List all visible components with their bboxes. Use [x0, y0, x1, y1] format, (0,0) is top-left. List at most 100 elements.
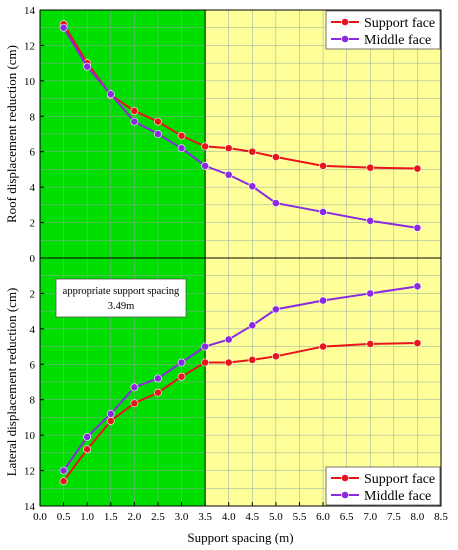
top-ytick-label: 14 — [24, 5, 36, 17]
x-tick-label: 5.5 — [293, 511, 307, 523]
x-tick-label: 7.5 — [387, 511, 401, 523]
x-axis-label: Support spacing (m) — [187, 530, 293, 545]
top-point-s1-6 — [201, 161, 210, 170]
top-point-s1-0 — [59, 23, 68, 32]
top-legend: Support face Middle face — [325, 10, 441, 50]
bottom-ytick-label: 8 — [30, 395, 36, 407]
annotation-line-1: appropriate support spacing — [63, 286, 180, 297]
bottom-point-s1-10 — [319, 296, 327, 305]
top-point-s1-1 — [83, 62, 92, 71]
x-tick-label: 7.0 — [363, 511, 377, 523]
bottom-point-s0-3 — [130, 399, 139, 408]
top-point-s1-3 — [130, 117, 139, 126]
x-tick-label: 2.5 — [151, 511, 165, 523]
top-point-s1-2 — [106, 90, 115, 99]
bottom-legend-label: Middle face — [364, 489, 431, 504]
bottom-point-s1-5 — [177, 358, 186, 367]
top-point-s0-4 — [154, 117, 162, 126]
bottom-point-s0-0 — [59, 477, 68, 486]
top-point-s1-8 — [248, 182, 257, 191]
top-point-s0-7 — [224, 144, 233, 153]
bottom-ytick-label: 14 — [24, 501, 36, 513]
bottom-point-s0-2 — [106, 417, 115, 425]
x-tick-label: 6.5 — [340, 511, 354, 523]
bottom-point-s1-4 — [154, 374, 162, 383]
bottom-point-s0-1 — [83, 445, 92, 454]
bottom-legend: Support face Middle face — [325, 466, 441, 506]
bottom-ytick-label: 2 — [30, 288, 36, 300]
bottom-point-s0-12 — [413, 339, 422, 347]
bottom-ytick-label: 4 — [30, 324, 36, 336]
bottom-point-s0-5 — [177, 372, 186, 381]
bottom-point-s1-12 — [413, 282, 422, 291]
x-tick-label: 3.0 — [175, 511, 189, 523]
top-point-s1-10 — [319, 208, 327, 216]
bottom-point-s0-6 — [201, 358, 210, 367]
annotation-line-2: 3.49m — [108, 301, 135, 312]
top-ytick-label: 4 — [30, 182, 36, 194]
top-point-s1-9 — [271, 199, 280, 207]
top-legend-swatch-marker — [341, 35, 349, 43]
bottom-ytick-label: 12 — [24, 466, 35, 478]
bottom-point-s1-2 — [106, 409, 115, 418]
x-tick-label: 5.0 — [269, 511, 283, 523]
x-tick-label: 4.5 — [245, 511, 259, 523]
top-ytick-label: 0 — [30, 253, 36, 265]
x-tick-label: 1.5 — [104, 511, 118, 523]
bottom-legend-swatch-marker — [341, 474, 349, 482]
x-tick-label: 0.0 — [33, 511, 47, 523]
bottom-y-axis-label: Lateral displacement reduction (cm) — [4, 288, 19, 477]
top-ytick-label: 12 — [24, 40, 35, 52]
x-tick-label: 2.0 — [127, 511, 141, 523]
top-ytick-label: 6 — [30, 147, 36, 159]
top-point-s1-11 — [366, 216, 375, 225]
bottom-point-s0-9 — [271, 352, 280, 361]
top-y-axis-label: Roof displacement reduction (cm) — [4, 45, 19, 223]
bottom-point-s1-9 — [271, 305, 280, 314]
top-legend-swatch-marker — [341, 18, 349, 26]
x-tick-label: 6.0 — [316, 511, 330, 523]
annotation: appropriate support spacing 3.49m — [55, 278, 187, 318]
bottom-point-s0-4 — [154, 388, 162, 397]
bottom-point-s1-8 — [248, 321, 257, 330]
bottom-frame — [39, 257, 442, 507]
bottom-point-s0-11 — [366, 340, 375, 348]
bottom-point-s1-1 — [83, 433, 92, 441]
bottom-point-s1-11 — [366, 289, 375, 298]
top-point-s0-5 — [177, 131, 186, 140]
x-tick-label: 8.0 — [411, 511, 425, 523]
top-point-s1-12 — [413, 223, 422, 232]
top-point-s0-10 — [319, 161, 327, 170]
top-ytick-label: 8 — [30, 111, 36, 123]
bottom-point-s0-10 — [319, 342, 327, 351]
bottom-point-s1-7 — [224, 335, 233, 344]
top-legend-label: Middle face — [364, 33, 431, 48]
annotation-box — [55, 278, 187, 318]
bottom-point-s1-6 — [201, 342, 210, 351]
top-point-s0-6 — [201, 142, 210, 151]
top-point-s0-12 — [413, 164, 422, 173]
top-point-s1-7 — [224, 170, 233, 179]
bottom-point-s1-0 — [59, 466, 68, 475]
x-tick-label: 4.0 — [222, 511, 236, 523]
bottom-legend-swatch-marker — [341, 491, 349, 499]
x-tick-label: 8.5 — [434, 511, 448, 523]
top-ytick-label: 10 — [24, 76, 36, 88]
top-point-s0-9 — [271, 153, 280, 161]
top-panel: 0 2 4 6 8 10 12 14 — [24, 5, 442, 265]
x-tick-label: 1.0 — [80, 511, 94, 523]
bottom-point-s0-8 — [248, 355, 257, 364]
bottom-ytick-label: 6 — [30, 359, 36, 371]
top-legend-label: Support face — [364, 16, 435, 31]
x-tick-label: 3.5 — [198, 511, 212, 523]
bottom-legend-label: Support face — [364, 472, 435, 487]
top-point-s0-11 — [366, 163, 375, 172]
top-point-s0-8 — [248, 147, 257, 156]
top-ytick-label: 2 — [30, 218, 36, 230]
top-point-s1-5 — [177, 144, 186, 153]
bottom-point-s0-7 — [224, 358, 233, 367]
bottom-ytick-label: 10 — [24, 430, 36, 442]
x-tick-label: 0.5 — [57, 511, 71, 523]
